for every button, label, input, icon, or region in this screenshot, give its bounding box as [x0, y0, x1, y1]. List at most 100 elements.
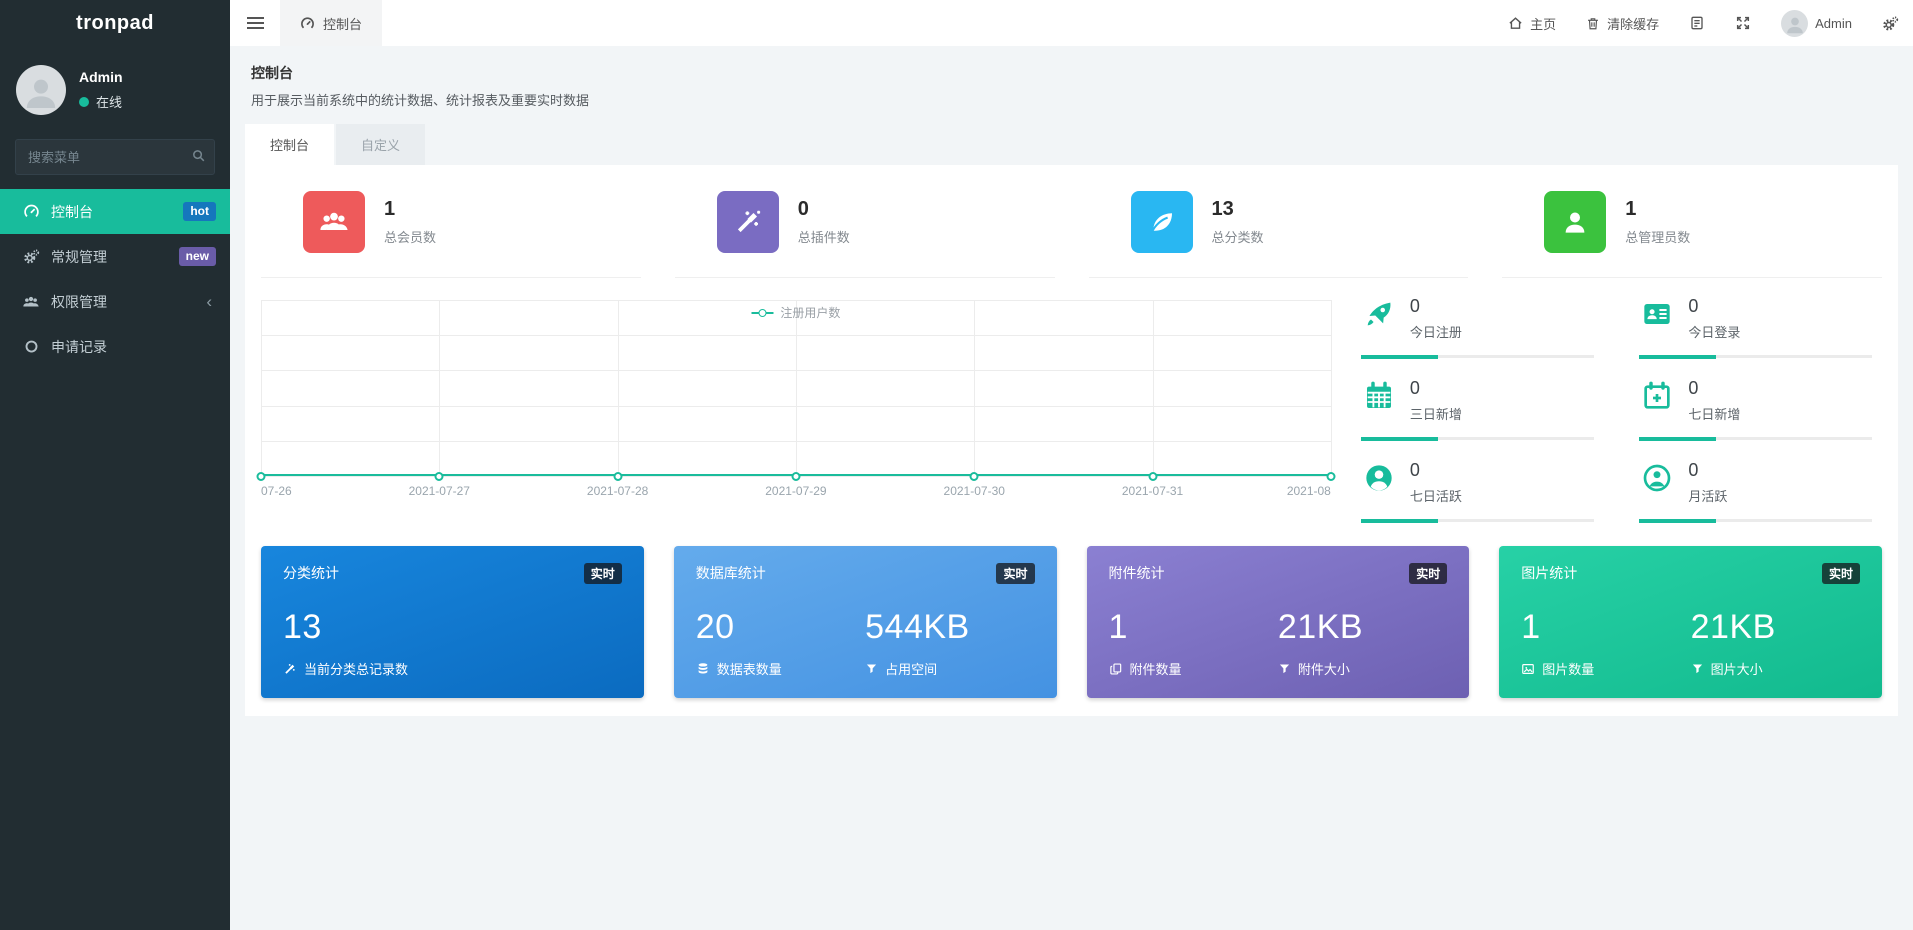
- user-icon: [1544, 191, 1607, 253]
- sidebar-item-general[interactable]: 常规管理 new: [0, 234, 230, 279]
- summary-label: 图片数量: [1521, 659, 1690, 678]
- sidebar-item-label: 权限管理: [51, 293, 107, 310]
- sidebar-item-auth[interactable]: 权限管理 ‹: [0, 279, 230, 324]
- clear-cache-button[interactable]: 清除缓存: [1586, 14, 1659, 33]
- chart-marker: [791, 472, 801, 481]
- mini-stat-bar: [1360, 436, 1594, 441]
- summary-value: 13: [283, 608, 322, 646]
- clear-cache-label: 清除缓存: [1607, 16, 1660, 32]
- sidebar: tronpad Admin 在线 控制台 hot: [0, 0, 230, 930]
- person-icon: [1786, 17, 1803, 34]
- users-icon: [22, 293, 40, 311]
- mini-stat-today-registered: 0 今日注册: [1360, 296, 1604, 359]
- registered-users-chart: 注册用户数 07-26 2021-07-27 2021-07-28 2021-07-2…: [256, 292, 1336, 504]
- calendar-icon: [1361, 378, 1397, 412]
- realtime-badge: 实时: [583, 563, 622, 584]
- fullscreen-button[interactable]: [1735, 15, 1751, 31]
- search-icon: [191, 148, 206, 163]
- stat-label: 总管理员数: [1625, 230, 1691, 245]
- mini-stat-value: 0: [1688, 296, 1699, 316]
- mini-stat-3day-new: 0 三日新增: [1360, 378, 1604, 441]
- sidebar-item-label: 控制台: [51, 203, 93, 220]
- home-button[interactable]: 主页: [1508, 14, 1556, 33]
- document-icon: [1691, 16, 1703, 30]
- user-circle-o-icon: [1639, 460, 1675, 494]
- home-label: 主页: [1530, 16, 1557, 32]
- mini-stat-bar: [1639, 354, 1873, 359]
- stat-value: 0: [797, 198, 809, 220]
- rocket-icon: [1361, 296, 1397, 330]
- user-name: Admin: [79, 69, 123, 85]
- summary-title: 分类统计: [283, 565, 339, 581]
- avatar: [1781, 9, 1809, 37]
- tab-dashboard[interactable]: 控制台: [245, 124, 335, 165]
- stat-card-plugins: 0 总插件数: [674, 179, 1055, 278]
- summary-card-images: 图片统计 实时 1 21KB 图片数量 图片大小: [1499, 546, 1882, 698]
- funnel-icon: [867, 664, 877, 674]
- chart-marker: [1326, 472, 1336, 481]
- chart-marker: [256, 472, 266, 481]
- summary-card-database: 数据库统计 实时 20 544KB 数据表数量 占用空间: [673, 546, 1057, 698]
- mini-stat-7day-active: 0 七日活跃: [1360, 460, 1604, 523]
- summary-title: 数据库统计: [695, 565, 766, 581]
- dashboard-panel: 1 总会员数 0 总插件数 13 总分类数: [245, 165, 1898, 716]
- sidebar-item-label: 常规管理: [51, 248, 107, 265]
- leaf-icon: [1130, 191, 1193, 253]
- tab-custom[interactable]: 自定义: [336, 124, 426, 165]
- chart-plot: [256, 300, 1336, 481]
- summary-card-categories: 分类统计 实时 13 当前分类总记录数: [261, 546, 644, 698]
- search-input[interactable]: [15, 139, 215, 175]
- summary-label: 数据表数量: [696, 659, 865, 678]
- chart-marker: [613, 472, 623, 481]
- topbar-tab-label: 控制台: [323, 16, 363, 32]
- new-badge: new: [178, 246, 216, 267]
- user-menu[interactable]: Admin: [1781, 9, 1852, 37]
- stat-row: 1 总会员数 0 总插件数 13 总分类数: [261, 179, 1882, 278]
- topbar: 控制台 主页 清除缓存 Admin: [230, 0, 1913, 46]
- page-header: 控制台 用于展示当前系统中的统计数据、统计报表及重要实时数据: [230, 46, 1913, 109]
- user-circle-icon: [1361, 460, 1397, 494]
- sidebar-item-apply-log[interactable]: 申请记录: [0, 324, 230, 369]
- hot-badge: hot: [183, 201, 216, 222]
- summary-row: 分类统计 实时 13 当前分类总记录数 数据库统计 实时 20: [261, 546, 1882, 698]
- id-card-icon: [1639, 296, 1675, 330]
- stat-value: 1: [1625, 198, 1637, 220]
- funnel-icon: [1279, 664, 1289, 674]
- hamburger-icon[interactable]: [230, 0, 280, 46]
- summary-label2: 附件大小: [1278, 659, 1447, 678]
- mini-stat-month-active: 0 月活跃: [1639, 460, 1882, 523]
- home-icon: [1509, 16, 1522, 29]
- mini-stat-value: 0: [1688, 460, 1699, 480]
- user-status: 在线: [79, 92, 123, 111]
- main-area: 控制台 主页 清除缓存 Admin: [230, 0, 1913, 930]
- mini-stat-bar: [1360, 354, 1594, 359]
- sidebar-item-label: 申请记录: [51, 338, 107, 355]
- mini-stat-label: 今日登录: [1688, 325, 1741, 340]
- calendar-plus-icon: [1639, 378, 1675, 412]
- chart-legend[interactable]: 注册用户数: [751, 304, 840, 321]
- summary-card-attachments: 附件统计 实时 1 21KB 附件数量 附件大小: [1086, 546, 1470, 698]
- chart-marker: [969, 472, 979, 481]
- summary-value: 20: [695, 608, 735, 646]
- legend-label: 注册用户数: [780, 306, 841, 320]
- chart-marker: [1148, 472, 1158, 481]
- settings-button[interactable]: [1882, 15, 1899, 32]
- document-button[interactable]: [1689, 15, 1705, 31]
- mini-stat-label: 七日新增: [1688, 407, 1741, 422]
- summary-title: 图片统计: [1521, 565, 1578, 581]
- mini-stat-7day-new: 0 七日新增: [1639, 378, 1882, 441]
- topbar-right: 主页 清除缓存 Admin: [1508, 0, 1913, 46]
- mini-stat-value: 0: [1409, 296, 1420, 316]
- realtime-badge: 实时: [1409, 563, 1448, 584]
- group-icon: [303, 191, 365, 253]
- mini-stat-value: 0: [1409, 378, 1420, 398]
- sidebar-item-dashboard[interactable]: 控制台 hot: [0, 189, 230, 234]
- stat-label: 总插件数: [797, 230, 850, 245]
- mini-stat-value: 0: [1409, 460, 1420, 480]
- topbar-tab-dashboard[interactable]: 控制台: [280, 0, 383, 46]
- person-icon: [26, 79, 56, 108]
- mini-stats: 0 今日注册 0 今日登录: [1360, 292, 1882, 523]
- copy-icon: [1109, 662, 1121, 675]
- mini-stat-label: 七日活跃: [1409, 489, 1462, 504]
- sidebar-search: [15, 139, 215, 175]
